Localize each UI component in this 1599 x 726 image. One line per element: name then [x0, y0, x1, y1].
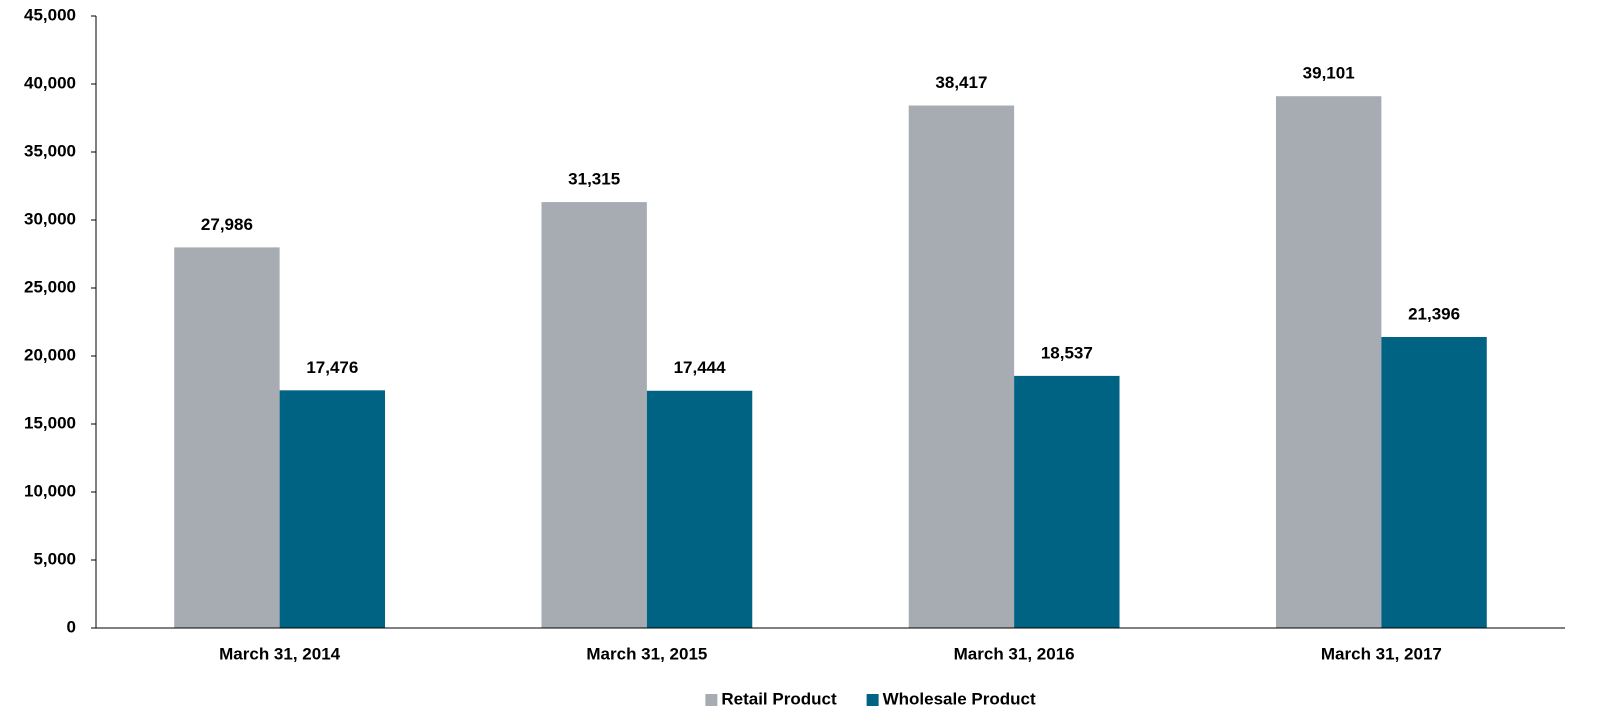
value-label: 38,417: [935, 73, 987, 92]
x-tick-label: March 31, 2014: [219, 644, 341, 663]
bar: [541, 202, 647, 628]
y-tick-label: 25,000: [24, 277, 76, 296]
value-label: 21,396: [1408, 304, 1460, 323]
y-tick-label: 15,000: [24, 413, 76, 432]
y-tick-label: 35,000: [24, 141, 76, 160]
legend-swatch: [705, 694, 718, 706]
bar: [1381, 337, 1487, 628]
bar: [174, 247, 280, 629]
legend-label: Retail Product: [721, 689, 837, 708]
value-label: 27,986: [201, 215, 253, 234]
bar: [646, 390, 753, 628]
value-label: 39,101: [1303, 64, 1355, 83]
bar: [908, 105, 1015, 628]
y-tick-label: 5,000: [33, 549, 76, 568]
bar: [1014, 375, 1120, 628]
legend-swatch: [866, 694, 879, 706]
y-tick-label: 0: [67, 617, 76, 636]
x-tick-label: March 31, 2017: [1321, 644, 1442, 663]
value-label: 17,476: [306, 358, 358, 377]
y-tick-label: 30,000: [24, 209, 76, 228]
value-label: 31,315: [568, 170, 620, 189]
bar: [1275, 96, 1382, 629]
y-tick-label: 20,000: [24, 345, 76, 364]
y-tick-label: 10,000: [24, 481, 76, 500]
legend-label: Wholesale Product: [883, 689, 1036, 708]
bar: [279, 390, 386, 628]
value-label: 18,537: [1041, 343, 1093, 362]
y-tick-label: 45,000: [24, 5, 76, 24]
x-tick-label: March 31, 2016: [954, 644, 1075, 663]
value-label: 17,444: [674, 358, 727, 377]
x-tick-label: March 31, 2015: [586, 644, 707, 663]
y-tick-label: 40,000: [24, 73, 76, 92]
